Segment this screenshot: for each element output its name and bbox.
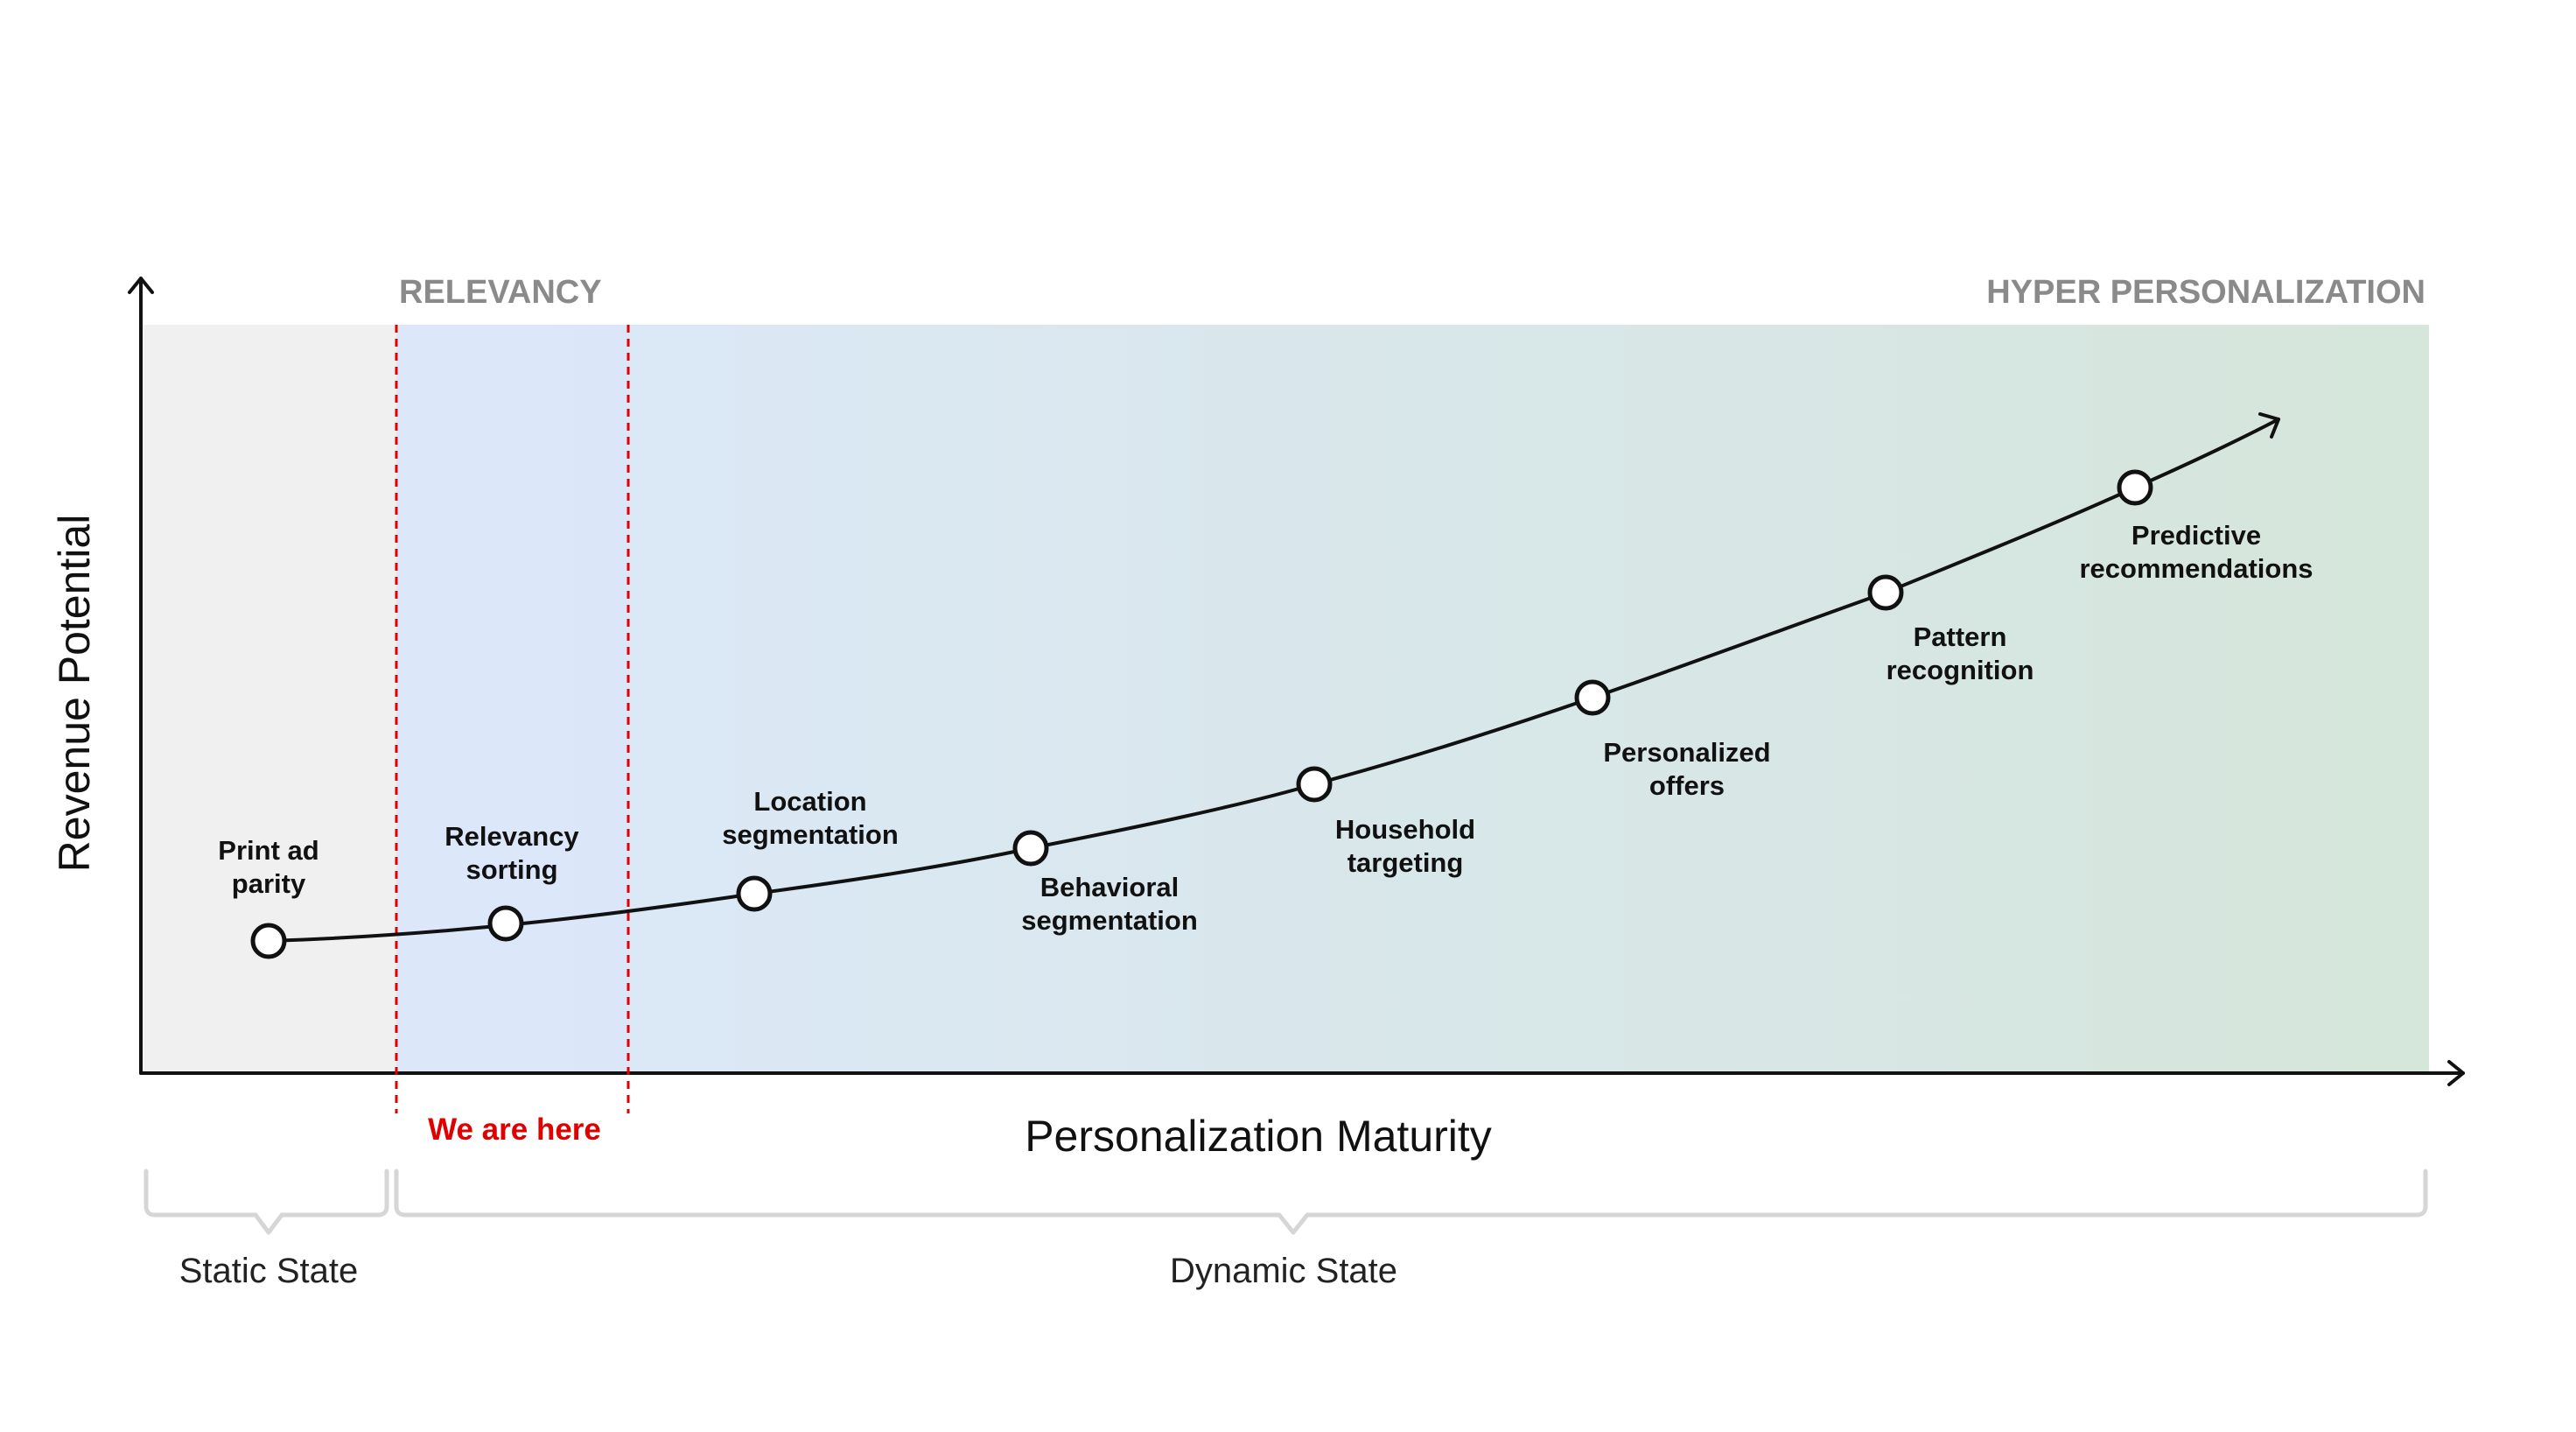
stage-label-line: Behavioral [1040,872,1180,902]
relevancy-zone-label: RELEVANCY [399,274,602,311]
stage-label-line: targeting [1348,847,1464,878]
stage-label-line: Location [753,786,866,817]
static-zone-background [141,325,396,1073]
stage-label-line: segmentation [1021,905,1198,936]
stage-label-line: recognition [1886,655,2034,685]
dynamic-zone-background [396,325,2429,1073]
stage-label-line: sorting [466,854,557,885]
y-axis-arrowhead [128,277,154,294]
stage-nodes: Print adparityRelevancysortingLocationse… [218,469,2314,959]
static-state-label: Static State [179,1252,359,1290]
dynamic-state-brace [394,1169,2428,1235]
stage-label-line: Predictive [2132,520,2261,551]
x-axis-title: Personalization Maturity [1025,1112,1492,1161]
static-state-brace [144,1169,389,1235]
stage-label-line: Personalized [1603,737,1770,768]
stage-label-line: parity [232,868,306,899]
stage-label-line: offers [1649,770,1725,801]
we-are-here-label: We are here [428,1113,601,1147]
current-zone-highlight [396,325,628,1073]
curve-arrowhead [2258,412,2280,439]
stage-label-line: Relevancy [444,821,579,852]
hyper-personalization-zone-label: HYPER PERSONALIZATION [1986,274,2426,311]
x-axis-arrowhead [2447,1060,2465,1086]
stage-label-line: recommendations [2079,553,2313,584]
stage-label-line: segmentation [722,819,899,850]
stage-node-circle [1574,679,1611,716]
stage-node-circle [736,875,773,912]
axes [128,277,2465,1086]
stage-label-line: Household [1335,814,1475,845]
stage-node-circle [2117,469,2153,506]
dynamic-state-label: Dynamic State [1170,1252,1397,1290]
stage-node-circle [1012,830,1049,867]
stage-label-line: Print ad [218,835,318,866]
y-axis-title: Revenue Potential [50,515,99,873]
stage-label-line: Pattern [1914,621,2007,652]
stage-node-circle [250,923,287,959]
stage-node-circle [1296,766,1333,803]
stage-node-circle [487,905,524,942]
stage-node-circle [1867,574,1904,611]
